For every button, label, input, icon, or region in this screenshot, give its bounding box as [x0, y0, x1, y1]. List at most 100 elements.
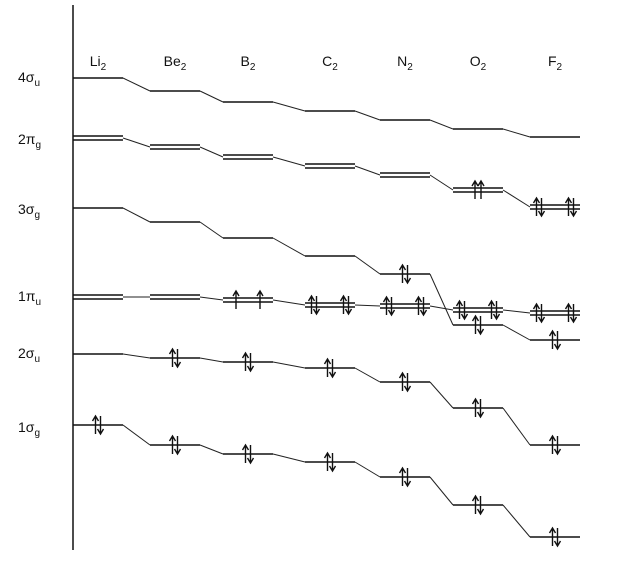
correlation-line	[272, 237, 306, 257]
orbital-subscript: u	[35, 297, 41, 308]
electron-up	[564, 302, 573, 322]
molecule-name: O	[470, 53, 481, 69]
electron-up	[548, 434, 557, 454]
electron-up	[168, 347, 177, 367]
electron-up	[307, 294, 316, 314]
orbital-label: 3σg	[18, 201, 40, 221]
electron-down	[476, 496, 485, 516]
orbital-label: 1σg	[18, 419, 40, 439]
molecule-subscript: 2	[101, 62, 107, 73]
molecule-subscript: 2	[332, 62, 338, 73]
electron-down	[403, 373, 412, 393]
correlation-line	[199, 221, 224, 239]
electron-up	[487, 299, 496, 319]
molecule-label: Be2	[164, 53, 187, 73]
electron-down	[246, 353, 255, 373]
correlation-line	[502, 128, 531, 138]
electron-up	[548, 526, 557, 546]
electron-up	[323, 357, 332, 377]
orbital-name: 4σ	[18, 69, 35, 85]
electron-down	[246, 445, 255, 465]
electron-up	[398, 371, 407, 391]
correlation-line	[122, 77, 151, 92]
correlation-line	[429, 305, 454, 311]
electron-down	[403, 468, 412, 488]
electron-up	[241, 443, 250, 463]
correlation-line	[199, 296, 224, 301]
molecule-subscript: 2	[250, 62, 256, 73]
electron-up	[398, 466, 407, 486]
electron-up	[323, 451, 332, 471]
correlation-line	[272, 299, 306, 306]
orbital-subscript: g	[35, 140, 41, 151]
electron-down	[569, 304, 578, 324]
correlation-line	[272, 156, 306, 167]
correlation-line	[502, 407, 531, 446]
electron-up	[564, 196, 573, 216]
correlation-line	[354, 304, 381, 307]
electron-up	[471, 494, 480, 514]
molecule-subscript: 2	[557, 62, 563, 73]
electron-down	[403, 265, 412, 285]
correlation-line	[272, 453, 306, 463]
molecule-label: B2	[241, 53, 256, 73]
correlation-line	[502, 324, 531, 341]
electron-down	[173, 436, 182, 456]
electron-down	[344, 296, 353, 316]
electron-down	[328, 359, 337, 379]
molecule-name: C	[322, 53, 332, 69]
electron-up	[455, 299, 464, 319]
electron-down	[96, 416, 105, 436]
molecule-label: C2	[322, 53, 338, 73]
electron-up	[168, 434, 177, 454]
molecule-subscript: 2	[407, 62, 413, 73]
orbital-label: 2σu	[18, 345, 40, 365]
electron-up	[477, 179, 485, 199]
correlation-line	[122, 353, 151, 359]
electron-up	[91, 414, 100, 434]
correlation-line	[429, 174, 454, 191]
electron-down	[387, 297, 396, 317]
electron-up	[532, 302, 541, 322]
orbital-label: 1πu	[18, 288, 41, 308]
molecule-label: Li2	[90, 53, 107, 73]
electron-up	[471, 179, 479, 199]
electron-up	[471, 314, 480, 334]
electron-down	[328, 453, 337, 473]
electron-up	[398, 263, 407, 283]
electron-up	[382, 295, 391, 315]
correlation-line	[354, 255, 381, 275]
correlation-line	[502, 504, 531, 538]
orbital-name: 3σ	[18, 201, 35, 217]
correlation-line	[199, 90, 224, 103]
molecule-label: O2	[470, 53, 487, 73]
molecule-name: Be	[164, 53, 181, 69]
electron-down	[173, 349, 182, 369]
molecule-name: B	[241, 53, 250, 69]
correlation-line	[122, 207, 151, 223]
electron-down	[419, 297, 428, 317]
electron-down	[553, 331, 562, 351]
correlation-line	[199, 357, 224, 363]
molecule-name: F	[548, 53, 557, 69]
orbital-subscript: g	[34, 210, 40, 221]
orbital-name: 1π	[18, 288, 36, 304]
electron-down	[569, 198, 578, 218]
orbital-label: 2πg	[18, 131, 41, 151]
electron-down	[312, 296, 321, 316]
correlation-line	[429, 476, 454, 506]
electron-up	[414, 295, 423, 315]
orbital-subscript: u	[34, 78, 40, 89]
correlation-line	[199, 146, 224, 158]
molecule-subscript: 2	[181, 62, 187, 73]
electron-down	[553, 528, 562, 548]
electron-up	[256, 289, 264, 309]
electron-down	[460, 301, 469, 321]
correlation-line	[354, 461, 381, 478]
electron-up	[232, 289, 240, 309]
electron-down	[476, 316, 485, 336]
correlation-line	[429, 119, 454, 130]
correlation-line	[199, 444, 224, 455]
molecule-label: N2	[397, 53, 413, 73]
orbital-name: 2σ	[18, 345, 35, 361]
